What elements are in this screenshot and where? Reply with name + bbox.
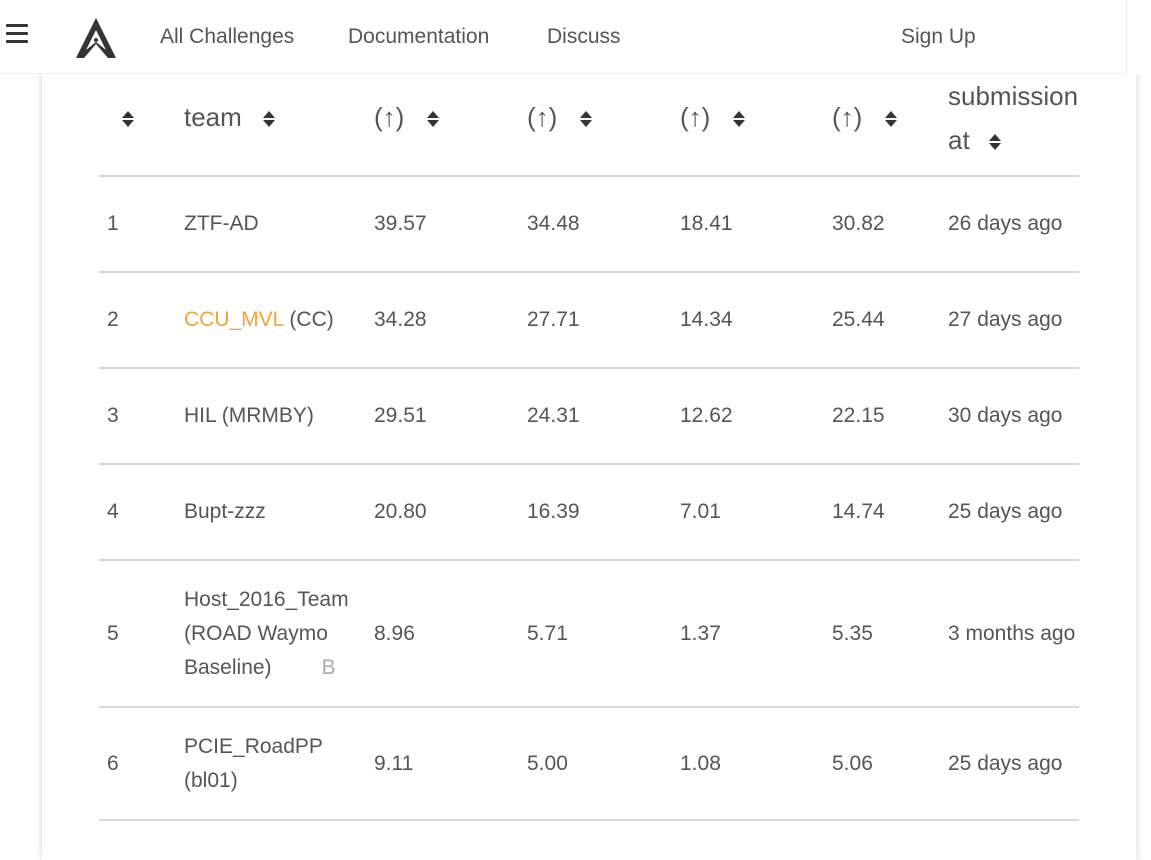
- metric-cell: 5.35: [832, 559, 948, 707]
- submission-time-cell: 25 days ago: [948, 463, 1079, 560]
- sort-icon[interactable]: [426, 109, 440, 129]
- col-header-metric-2[interactable]: (↑): [527, 60, 680, 176]
- sort-icon[interactable]: [732, 109, 746, 129]
- rank-cell: 6: [99, 706, 184, 820]
- metric-cell: 1.08: [680, 706, 832, 820]
- metric-cell: 12.62: [680, 367, 832, 464]
- col-header-rank[interactable]: [99, 60, 184, 176]
- metric-cell: 34.48: [527, 175, 680, 272]
- leaderboard-table: team (↑) (↑) (↑): [99, 60, 1079, 833]
- col-header-metric-1[interactable]: (↑): [374, 60, 527, 176]
- team-cell: HIL (MRMBY): [184, 367, 374, 464]
- table-row: 1 ZTF-AD 39.57 34.48 18.41 30.82 26 days…: [99, 175, 1079, 272]
- metric-cell: 27.71: [527, 271, 680, 368]
- team-suffix: (CC): [289, 308, 334, 331]
- sort-icon[interactable]: [884, 109, 898, 129]
- metric-cell: 34.28: [374, 271, 527, 368]
- col-header-label: at: [948, 124, 970, 155]
- sort-icon[interactable]: [988, 132, 1002, 152]
- nav-discuss[interactable]: Discuss: [547, 25, 621, 48]
- col-header-label: (↑): [527, 102, 558, 132]
- sort-icon[interactable]: [262, 109, 276, 129]
- col-header-team[interactable]: team: [184, 60, 374, 176]
- team-name-line: (ROAD Waymo: [184, 621, 328, 645]
- navbar-divider: [1126, 0, 1127, 73]
- metric-cell: 9.11: [374, 706, 527, 820]
- metric-cell: 25.44: [832, 271, 948, 368]
- team-name-line: (bl01): [184, 768, 238, 792]
- hamburger-menu-icon[interactable]: [6, 24, 28, 46]
- metric-cell: 7.01: [680, 463, 832, 560]
- rank-cell: 2: [99, 271, 184, 368]
- baseline-badge: B: [321, 655, 336, 679]
- navbar-bottom-border: [0, 73, 1126, 74]
- team-cell: CCU_MVL (CC): [184, 271, 374, 368]
- table-row: 2 CCU_MVL (CC) 34.28 27.71 14.34 25.44 2…: [99, 271, 1079, 368]
- metric-cell: 18.41: [680, 175, 832, 272]
- team-cell: ZTF-AD: [184, 175, 374, 272]
- col-header-label: (↑): [374, 102, 405, 132]
- rank-cell: 1: [99, 175, 184, 272]
- col-header-label: (↑): [680, 102, 711, 132]
- metric-cell: 5.00: [527, 706, 680, 820]
- submission-time-cell: 27 days ago: [948, 271, 1079, 368]
- col-header-metric-3[interactable]: (↑): [680, 60, 832, 176]
- table-row: 3 HIL (MRMBY) 29.51 24.31 12.62 22.15 30…: [99, 367, 1079, 464]
- col-header-metric-4[interactable]: (↑): [832, 60, 948, 176]
- team-cell: Host_2016_Team (ROAD Waymo Baseline) B: [184, 559, 374, 707]
- metric-cell: 24.31: [527, 367, 680, 464]
- rank-cell: 3: [99, 367, 184, 464]
- team-name-line: PCIE_RoadPP: [184, 734, 323, 758]
- signup-link[interactable]: Sign Up: [901, 25, 976, 48]
- submission-time-cell: 26 days ago: [948, 175, 1079, 272]
- metric-cell: 30.82: [832, 175, 948, 272]
- metric-cell: 16.39: [527, 463, 680, 560]
- col-header-submission-at[interactable]: submission at: [948, 60, 1079, 176]
- table-header-row: team (↑) (↑) (↑): [99, 60, 1079, 176]
- table-row: 4 Bupt-zzz 20.80 16.39 7.01 14.74 25 day…: [99, 463, 1079, 560]
- metric-cell: 39.57: [374, 175, 527, 272]
- metric-cell: 14.34: [680, 271, 832, 368]
- col-header-label: team: [184, 102, 242, 132]
- team-name-line: Baseline): [184, 655, 272, 679]
- leaderboard-table-scroll[interactable]: team (↑) (↑) (↑): [99, 60, 1079, 833]
- nav-all-challenges[interactable]: All Challenges: [160, 25, 295, 48]
- top-navbar: All Challenges Documentation Discuss Sig…: [0, 0, 1151, 75]
- metric-cell: 8.96: [374, 559, 527, 707]
- rank-cell: 4: [99, 463, 184, 560]
- table-row-spacer: [99, 819, 1079, 833]
- metric-cell: 20.80: [374, 463, 527, 560]
- team-cell: Bupt-zzz: [184, 463, 374, 560]
- metric-cell: 1.37: [680, 559, 832, 707]
- nav-documentation[interactable]: Documentation: [348, 25, 490, 48]
- metric-cell: 5.06: [832, 706, 948, 820]
- col-header-label: (↑): [832, 102, 863, 132]
- table-row: [99, 819, 1079, 833]
- team-name-line: Host_2016_Team: [184, 587, 349, 611]
- team-cell: PCIE_RoadPP (bl01): [184, 706, 374, 820]
- team-link[interactable]: CCU_MVL: [184, 308, 284, 331]
- metric-cell: 22.15: [832, 367, 948, 464]
- table-row: 5 Host_2016_Team (ROAD Waymo Baseline) B …: [99, 559, 1079, 707]
- metric-cell: 29.51: [374, 367, 527, 464]
- metric-cell: 14.74: [832, 463, 948, 560]
- col-header-label: submission: [948, 80, 1079, 111]
- aicrowd-logo-icon[interactable]: [72, 14, 120, 62]
- sort-icon[interactable]: [579, 109, 593, 129]
- submission-time-cell: 25 days ago: [948, 706, 1079, 820]
- rank-cell: 5: [99, 559, 184, 707]
- table-row: 6 PCIE_RoadPP (bl01) 9.11 5.00 1.08 5.06…: [99, 706, 1079, 820]
- sort-icon[interactable]: [121, 109, 135, 129]
- metric-cell: 5.71: [527, 559, 680, 707]
- submission-time-cell: 3 months ago: [948, 559, 1079, 707]
- submission-time-cell: 30 days ago: [948, 367, 1079, 464]
